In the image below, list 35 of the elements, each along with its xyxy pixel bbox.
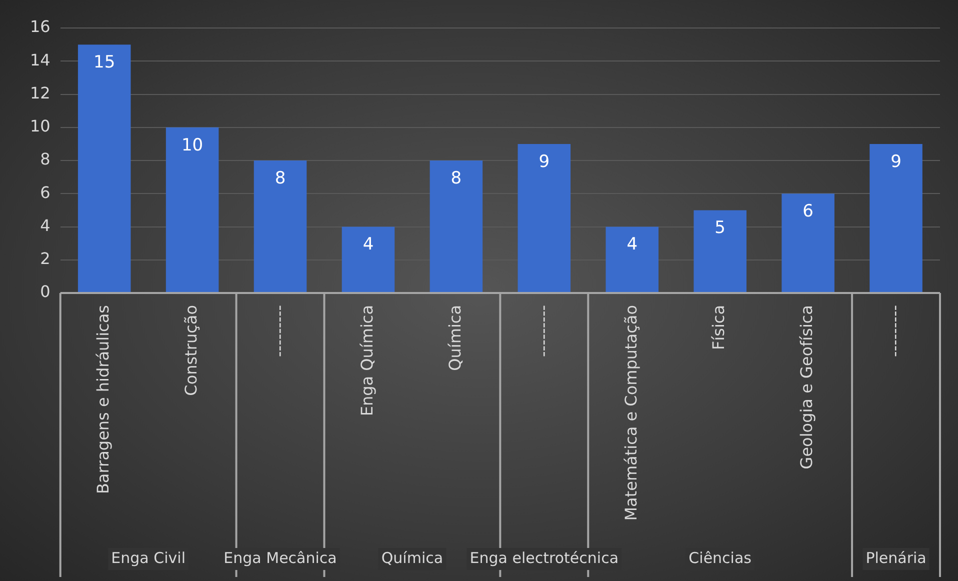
x-tick-label: Matemática e Computação — [621, 305, 640, 521]
y-tick-label: 8 — [40, 150, 50, 169]
data-label: 15 — [94, 52, 116, 72]
text: Plenária — [866, 548, 926, 567]
y-tick-label: 16 — [30, 17, 50, 36]
data-label: 4 — [626, 234, 638, 255]
data-label: 8 — [274, 168, 286, 188]
x-tick-label: --------- — [533, 305, 552, 357]
text: Ciências — [688, 548, 752, 567]
x-tick-label: --------- — [269, 305, 288, 357]
x-tick-label: Barragens e hidráulicas — [94, 305, 112, 494]
y-tick-label: 2 — [40, 249, 50, 268]
text: Enga Mecânica — [224, 548, 337, 567]
text: Enga Civil — [111, 548, 186, 567]
data-label: 5 — [714, 218, 726, 238]
y-tick-label: 0 — [40, 282, 50, 302]
x-tick-label: --------- — [885, 305, 904, 357]
y-tick-label: 10 — [30, 116, 50, 136]
x-tick-label: Enga Química — [357, 305, 376, 416]
y-tick-label: 14 — [30, 50, 50, 70]
data-label: 10 — [181, 135, 204, 156]
x-tick-label: Química — [445, 305, 464, 371]
y-tick-label: 4 — [40, 216, 50, 235]
x-tick-label: Construção — [181, 305, 200, 396]
data-label: 6 — [802, 202, 814, 222]
data-label: 4 — [362, 234, 374, 255]
data-label: 9 — [890, 152, 902, 172]
text: Química — [381, 548, 444, 567]
data-label: 9 — [538, 152, 550, 172]
text: Enga electrotécnica — [470, 548, 619, 567]
x-tick-label: Física — [709, 305, 728, 350]
y-tick-label: 12 — [30, 83, 50, 102]
y-tick-label: 6 — [40, 182, 50, 202]
x-tick-label: Geologia e Geofísica — [797, 305, 816, 470]
data-label: 8 — [450, 168, 462, 188]
